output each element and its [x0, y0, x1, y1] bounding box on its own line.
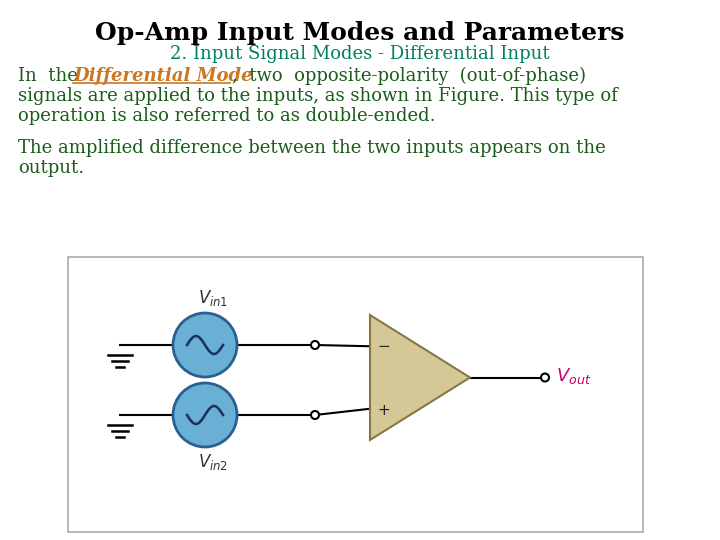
Text: Differential Mode: Differential Mode: [73, 67, 253, 85]
Text: $-$: $-$: [377, 337, 390, 352]
Ellipse shape: [173, 383, 237, 447]
Text: 2. Input Signal Modes - Differential Input: 2. Input Signal Modes - Differential Inp…: [170, 45, 550, 63]
Text: signals are applied to the inputs, as shown in Figure. This type of: signals are applied to the inputs, as sh…: [18, 87, 618, 105]
Text: In  the: In the: [18, 67, 78, 85]
Text: operation is also referred to as double-ended.: operation is also referred to as double-…: [18, 107, 436, 125]
Polygon shape: [370, 315, 470, 440]
Text: ,  two  opposite-polarity  (out-of-phase): , two opposite-polarity (out-of-phase): [232, 67, 586, 85]
Text: Op-Amp Input Modes and Parameters: Op-Amp Input Modes and Parameters: [95, 21, 625, 45]
Text: $V_{in1}$: $V_{in1}$: [198, 288, 228, 308]
Circle shape: [311, 411, 319, 419]
Text: $V_{in2}$: $V_{in2}$: [198, 452, 228, 472]
Ellipse shape: [173, 313, 237, 377]
Circle shape: [311, 341, 319, 349]
Text: $+$: $+$: [377, 403, 390, 418]
Circle shape: [541, 374, 549, 381]
Bar: [68, 257, 643, 532]
Text: The amplified difference between the two inputs appears on the: The amplified difference between the two…: [18, 139, 606, 157]
Text: $V_{out}$: $V_{out}$: [556, 366, 591, 386]
Text: output.: output.: [18, 159, 84, 177]
